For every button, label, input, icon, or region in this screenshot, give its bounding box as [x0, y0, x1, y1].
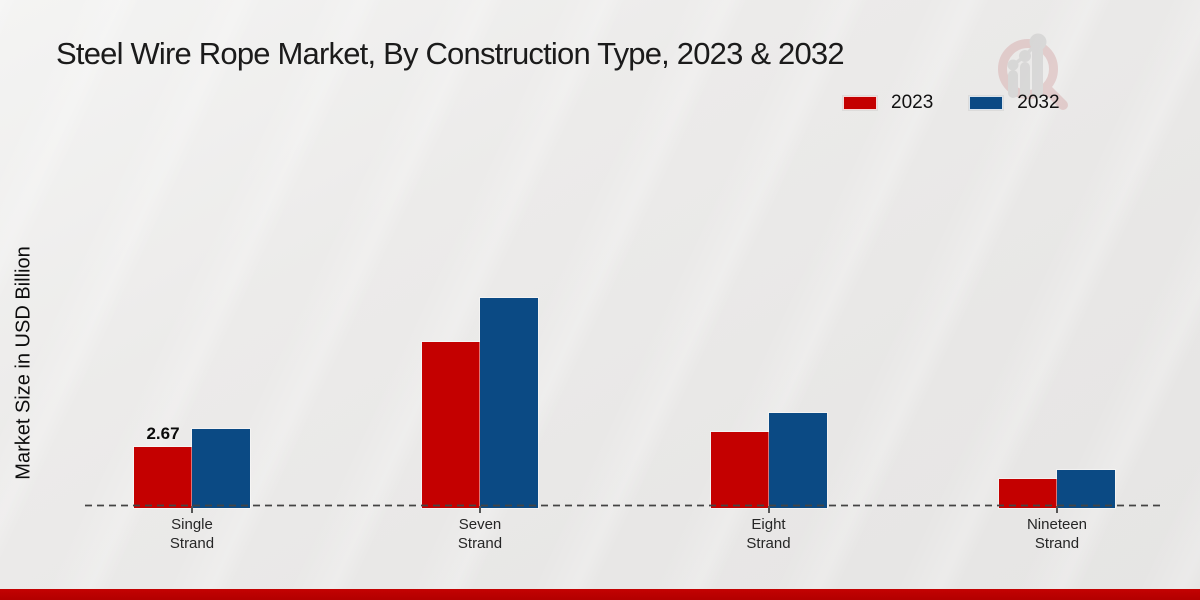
bar-2023-single-strand	[134, 447, 192, 508]
bar-value-label: 2.67	[146, 423, 180, 443]
chart-title: Steel Wire Rope Market, By Construction …	[56, 36, 845, 71]
legend-swatch-2023	[843, 96, 877, 110]
bar-2032-eight-strand	[768, 413, 827, 508]
legend-swatch-2032	[969, 96, 1004, 110]
category-label-nineteen-strand: Nineteen Strand	[1026, 516, 1088, 552]
axis-tick	[1056, 506, 1058, 513]
bar-2023-eight-strand	[710, 431, 769, 508]
legend-item-2032: 2032	[969, 92, 1060, 114]
category-label-eight-strand: Eight Strand	[746, 516, 791, 552]
legend-label-2023: 2023	[891, 92, 934, 113]
category-label-single-strand: Single Strand	[169, 516, 215, 552]
bar-2023-seven-strand	[422, 342, 480, 508]
magnifier-bar-chart-logo-icon	[998, 33, 1068, 110]
axis-tick	[479, 506, 481, 513]
bar-2032-nineteen-strand	[1057, 469, 1115, 508]
legend: 2023 2032	[843, 92, 1060, 114]
legend-item-2023: 2023	[843, 92, 933, 114]
category-label-seven-strand: Seven Strand	[457, 516, 503, 552]
legend-label-2032: 2032	[1017, 92, 1060, 113]
bar-2032-seven-strand	[480, 297, 538, 508]
bottom-accent-bar	[0, 589, 1200, 600]
bar-2023-nineteen-strand	[999, 479, 1057, 508]
y-axis-label: Market Size in USD Billion	[12, 246, 35, 480]
axis-tick	[767, 506, 770, 513]
bar-2032-single-strand	[192, 429, 250, 508]
axis-tick	[191, 506, 193, 513]
